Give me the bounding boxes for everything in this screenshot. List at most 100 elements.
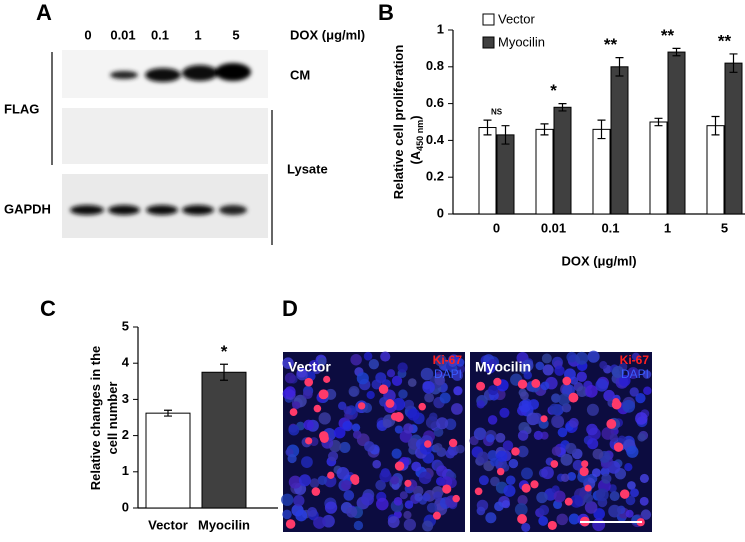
ki67-nucleus xyxy=(547,520,557,530)
nucleus xyxy=(514,503,528,516)
bar xyxy=(535,128,554,215)
nucleus xyxy=(518,400,532,413)
lane-label: 0.1 xyxy=(151,27,169,42)
ki67-nucleus xyxy=(327,471,335,479)
panel-letter: D xyxy=(282,296,298,321)
panel-letter: B xyxy=(378,0,394,25)
row-label: FLAG xyxy=(4,101,39,116)
ki67-nucleus xyxy=(385,399,395,408)
panel-letter: C xyxy=(40,296,56,321)
nucleus xyxy=(565,442,577,454)
nucleus xyxy=(518,421,530,434)
blot-lysate xyxy=(62,108,268,164)
nucleus xyxy=(584,501,598,514)
nucleus xyxy=(552,416,564,429)
ki67-nucleus xyxy=(289,408,298,416)
nucleus xyxy=(397,362,408,373)
ki67-nucleus xyxy=(323,375,331,383)
x-tick-label: 5 xyxy=(721,220,728,235)
lane-label: 0.01 xyxy=(110,27,135,42)
nucleus xyxy=(612,365,625,379)
ki67-nucleus xyxy=(448,438,458,448)
nucleus xyxy=(296,367,307,378)
nucleus xyxy=(591,468,601,478)
ki67-nucleus xyxy=(562,376,572,386)
bar xyxy=(145,412,191,509)
nucleus xyxy=(541,353,552,364)
nucleus xyxy=(307,507,318,518)
error-bar xyxy=(597,119,606,140)
nucleus xyxy=(503,484,516,497)
ki67-nucleus xyxy=(579,466,589,477)
x-tick-label: 0.01 xyxy=(541,220,566,235)
bar xyxy=(724,62,743,215)
nucleus xyxy=(478,475,489,486)
nucleus xyxy=(343,490,355,501)
nucleus xyxy=(630,488,639,498)
nucleus xyxy=(393,496,403,506)
nucleus xyxy=(568,417,579,428)
nucleus xyxy=(368,359,380,370)
nucleus xyxy=(403,399,415,410)
ki67-nucleus xyxy=(531,379,541,388)
nucleus xyxy=(485,512,497,524)
ki67-nucleus xyxy=(517,379,528,389)
nucleus xyxy=(424,392,435,403)
y-label-part: (A xyxy=(408,150,423,164)
x-axis-label: DOX (μg/ml) xyxy=(561,253,636,268)
y-tick-label: 5 xyxy=(122,318,129,333)
nucleus xyxy=(618,374,631,387)
ki67-nucleus xyxy=(611,399,622,410)
ki67-nucleus xyxy=(613,442,624,452)
nucleus xyxy=(318,412,331,425)
nucleus xyxy=(433,442,443,452)
ki67-nucleus xyxy=(404,479,412,487)
nucleus xyxy=(451,369,463,381)
ki67-nucleus xyxy=(424,440,432,448)
y-tick-label: 2 xyxy=(122,427,129,442)
nucleus xyxy=(303,419,314,431)
nucleus xyxy=(420,367,434,381)
nucleus xyxy=(637,433,646,442)
nucleus xyxy=(351,423,361,432)
ki67-nucleus xyxy=(568,392,579,403)
nucleus xyxy=(336,467,350,480)
nucleus xyxy=(642,370,652,379)
nucleus xyxy=(609,433,618,442)
legend-label: Vector xyxy=(498,11,536,26)
nucleus xyxy=(556,513,568,526)
nucleus xyxy=(339,441,351,453)
nucleus xyxy=(350,353,362,366)
nucleus xyxy=(568,513,580,525)
lane-label: 0 xyxy=(84,27,91,42)
nucleus xyxy=(380,351,391,362)
nucleus xyxy=(627,367,640,380)
ki67-nucleus xyxy=(581,460,589,468)
ki67-nucleus xyxy=(350,474,360,484)
annotation: ** xyxy=(718,31,732,50)
nucleus xyxy=(499,407,510,418)
nucleus xyxy=(517,494,528,506)
nucleus xyxy=(295,509,308,522)
ki67-nucleus xyxy=(432,511,441,520)
nucleus xyxy=(586,403,599,416)
nucleus xyxy=(516,445,529,458)
ki67-nucleus xyxy=(517,514,527,524)
ki67-nucleus xyxy=(313,404,322,413)
nucleus xyxy=(448,358,457,367)
nucleus xyxy=(375,479,386,491)
nucleus xyxy=(488,358,498,368)
bar xyxy=(496,134,515,215)
y-label-part: ) xyxy=(408,115,423,119)
nucleus xyxy=(282,357,294,369)
error-bar xyxy=(164,409,172,417)
nucleus xyxy=(313,516,326,529)
ki67-nucleus xyxy=(318,389,329,400)
ki67-nucleus xyxy=(564,497,573,506)
nucleus xyxy=(622,399,636,413)
error-bar xyxy=(672,47,681,57)
nucleus xyxy=(422,492,431,502)
nucleus xyxy=(477,451,489,464)
nucleus xyxy=(553,490,566,503)
